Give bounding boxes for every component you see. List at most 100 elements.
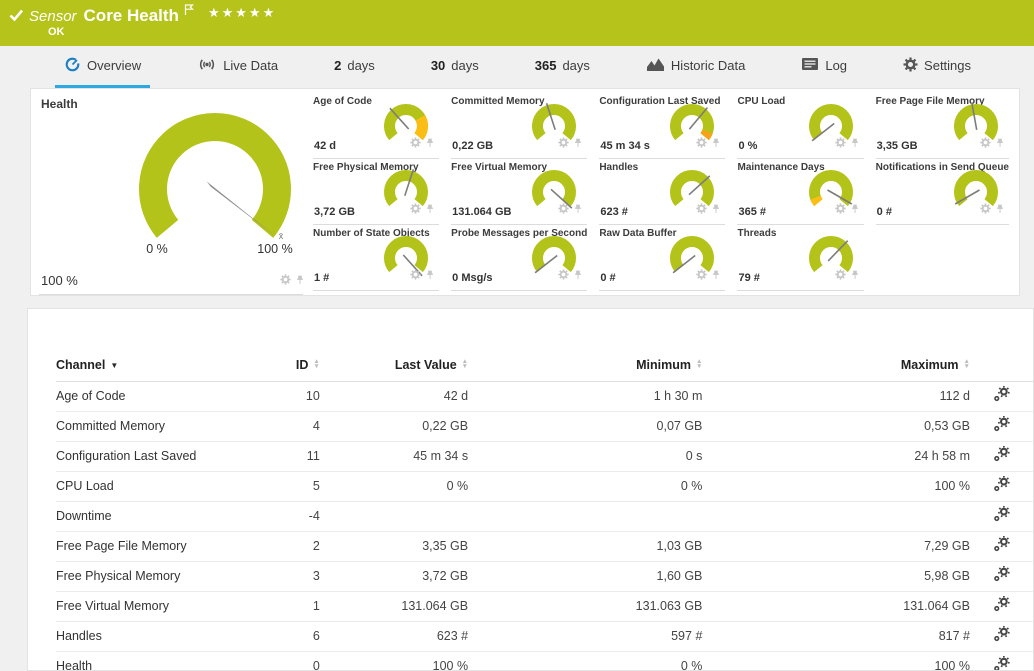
gauge-settings-gear-icon[interactable] <box>980 135 991 153</box>
gauge-settings-gear-icon[interactable] <box>558 201 569 219</box>
channel-settings-icon[interactable] <box>993 445 1010 466</box>
gauge-pin-icon[interactable] <box>425 135 435 153</box>
gauge-pin-icon[interactable] <box>425 267 435 285</box>
channel-name-cell[interactable]: Health <box>56 651 251 670</box>
gauge-tile-health[interactable]: Health 0 % 100 % x̄ 100 % <box>31 89 309 295</box>
gauge-pin-icon[interactable] <box>711 201 721 219</box>
gauge-settings-gear-icon[interactable] <box>980 201 991 219</box>
channel-name-cell[interactable]: Configuration Last Saved <box>56 441 251 472</box>
channel-name-cell[interactable]: Age of Code <box>56 381 251 412</box>
table-row-free-virtual-memory: Free Virtual Memory 1 131.064 GB 131.063 GB… <box>56 591 1033 622</box>
gauge-tile-free-page-file-memory[interactable]: Free Page File Memory 3,35 GB <box>875 93 1009 159</box>
tab-overview[interactable]: Overview <box>55 46 151 88</box>
gauge-pin-icon[interactable] <box>711 135 721 153</box>
gauge-tile-threads[interactable]: Threads 79 # <box>737 225 864 291</box>
gauge-pin-icon[interactable] <box>573 135 583 153</box>
column-header-maximum[interactable]: Maximum ▲ ▼ <box>702 349 970 382</box>
tab-number: 365 <box>534 58 557 73</box>
gauge-tile-number-of-state-objects[interactable]: Number of State Objects 1 # <box>313 225 440 291</box>
channel-name-cell[interactable]: Free Page File Memory <box>56 531 251 562</box>
gauge-tile-cpu-load[interactable]: CPU Load 0 % <box>737 93 864 159</box>
tab-settings[interactable]: Settings <box>894 46 980 88</box>
tab-live-data[interactable]: Live Data <box>188 46 287 88</box>
gauge-settings-gear-icon[interactable] <box>410 267 421 285</box>
gauge-tile-committed-memory[interactable]: Committed Memory 0,22 GB <box>451 93 588 159</box>
gauge-settings-gear-icon[interactable] <box>835 201 846 219</box>
gauge-pin-icon[interactable] <box>995 135 1005 153</box>
tab-label: Historic Data <box>670 58 746 73</box>
gauge-pin-icon[interactable] <box>850 201 860 219</box>
gauge-tile-maintenance-days[interactable]: Maintenance Days 365 # <box>737 159 864 225</box>
health-gauge: 0 % 100 % x̄ <box>115 101 315 266</box>
gauge-title: Free Virtual Memory <box>451 162 548 173</box>
channel-settings-icon[interactable] <box>993 655 1010 670</box>
gauge-pin-icon[interactable] <box>573 267 583 285</box>
gauge-tile-raw-data-buffer[interactable]: Raw Data Buffer 0 # <box>599 225 726 291</box>
channel-settings-icon[interactable] <box>993 565 1010 586</box>
channel-name-cell[interactable]: Free Physical Memory <box>56 561 251 592</box>
gauge-settings-gear-icon[interactable] <box>558 135 569 153</box>
channel-settings-icon[interactable] <box>993 595 1010 616</box>
gauge-settings-gear-icon[interactable] <box>696 267 708 285</box>
channel-settings-icon[interactable] <box>993 475 1010 496</box>
channel-settings-icon[interactable] <box>993 535 1010 556</box>
gauge-value: 3,35 GB <box>876 140 918 152</box>
channel-settings-icon[interactable] <box>993 505 1010 526</box>
flag-icon[interactable] <box>184 3 194 21</box>
gauge-settings-gear-icon[interactable] <box>410 135 421 153</box>
channel-name-cell[interactable]: Downtime <box>56 501 251 532</box>
tab-2-days[interactable]: 2 days <box>325 46 384 88</box>
column-label: Last Value <box>394 357 457 372</box>
table-row-committed-memory: Committed Memory 4 0,22 GB 0,07 GB 0,53 GB <box>56 411 1033 442</box>
gauge-tile-probe-messages-per-second[interactable]: Probe Messages per Second 0 Msg/s <box>451 225 588 291</box>
gauge-settings-gear-icon[interactable] <box>696 135 708 153</box>
gauge-tile-free-virtual-memory[interactable]: Free Virtual Memory 131.064 GB <box>451 159 588 225</box>
gauge-value: 79 # <box>738 272 760 284</box>
gauge-pin-icon[interactable] <box>850 267 860 285</box>
gauge-value: 45 m 34 s <box>600 140 650 152</box>
maximum-cell: 817 # <box>702 621 970 652</box>
tab-log[interactable]: Log <box>792 46 856 88</box>
channel-name-cell[interactable]: CPU Load <box>56 471 251 502</box>
gauge-pin-icon[interactable] <box>850 135 860 153</box>
gauge-settings-gear-icon[interactable] <box>696 201 708 219</box>
column-header-channel[interactable]: Channel ▼ <box>56 349 251 382</box>
gauge-settings-gear-icon[interactable] <box>835 267 846 285</box>
channel-name-cell[interactable]: Committed Memory <box>56 411 251 442</box>
gauge-settings-gear-icon[interactable] <box>835 135 846 153</box>
gauge-settings-gear-icon[interactable] <box>410 201 421 219</box>
priority-stars[interactable]: ★★★★★ <box>207 5 277 20</box>
gauge-settings-gear-icon[interactable] <box>280 272 291 290</box>
status-ok-icon <box>9 9 24 27</box>
tab-label: Live Data <box>223 58 279 73</box>
gauge-settings-gear-icon[interactable] <box>558 267 569 285</box>
tab-30-days[interactable]: 30 days <box>422 46 488 88</box>
gauge-tile-handles[interactable]: Handles 623 # <box>599 159 726 225</box>
gauge-pin-icon[interactable] <box>995 201 1005 219</box>
channel-settings-icon[interactable] <box>993 625 1010 646</box>
gauge-pin-icon[interactable] <box>573 201 583 219</box>
gauge-pin-icon[interactable] <box>711 267 721 285</box>
gauge-tile-notifications-in-send-queue[interactable]: Notifications in Send Queue 0 # <box>875 159 1009 225</box>
column-header-last-value[interactable]: Last Value ▲ ▼ <box>319 349 469 382</box>
chart-icon <box>646 57 665 75</box>
gauge-tile-configuration-last-saved[interactable]: Configuration Last Saved 45 m 34 s <box>599 93 726 159</box>
log-icon <box>801 57 819 74</box>
gauge-controls <box>980 201 1005 219</box>
gauge-dial <box>808 170 853 207</box>
channel-name-cell[interactable]: Handles <box>56 621 251 652</box>
sensor-header: Sensor Core Health ★★★★★ OK <box>0 0 1034 46</box>
gauge-pin-icon[interactable] <box>295 272 305 290</box>
tab-historic-data[interactable]: Historic Data <box>637 46 754 88</box>
tab-365-days[interactable]: 365 days <box>526 46 599 88</box>
column-header-id[interactable]: ID ▲ ▼ <box>250 349 320 382</box>
last-value-cell: 0 % <box>319 471 469 502</box>
gauge-pin-icon[interactable] <box>425 201 435 219</box>
table-row-free-page-file-memory: Free Page File Memory 2 3,35 GB 1,03 GB 7,29… <box>56 531 1033 562</box>
column-header-minimum[interactable]: Minimum ▲ ▼ <box>468 349 703 382</box>
gauge-tile-free-physical-memory[interactable]: Free Physical Memory 3,72 GB <box>313 159 440 225</box>
channel-name-cell[interactable]: Free Virtual Memory <box>56 591 251 622</box>
channel-settings-icon[interactable] <box>993 415 1010 436</box>
channel-settings-icon[interactable] <box>993 385 1010 406</box>
gauge-tile-age-of-code[interactable]: Age of Code 42 d <box>313 93 440 159</box>
